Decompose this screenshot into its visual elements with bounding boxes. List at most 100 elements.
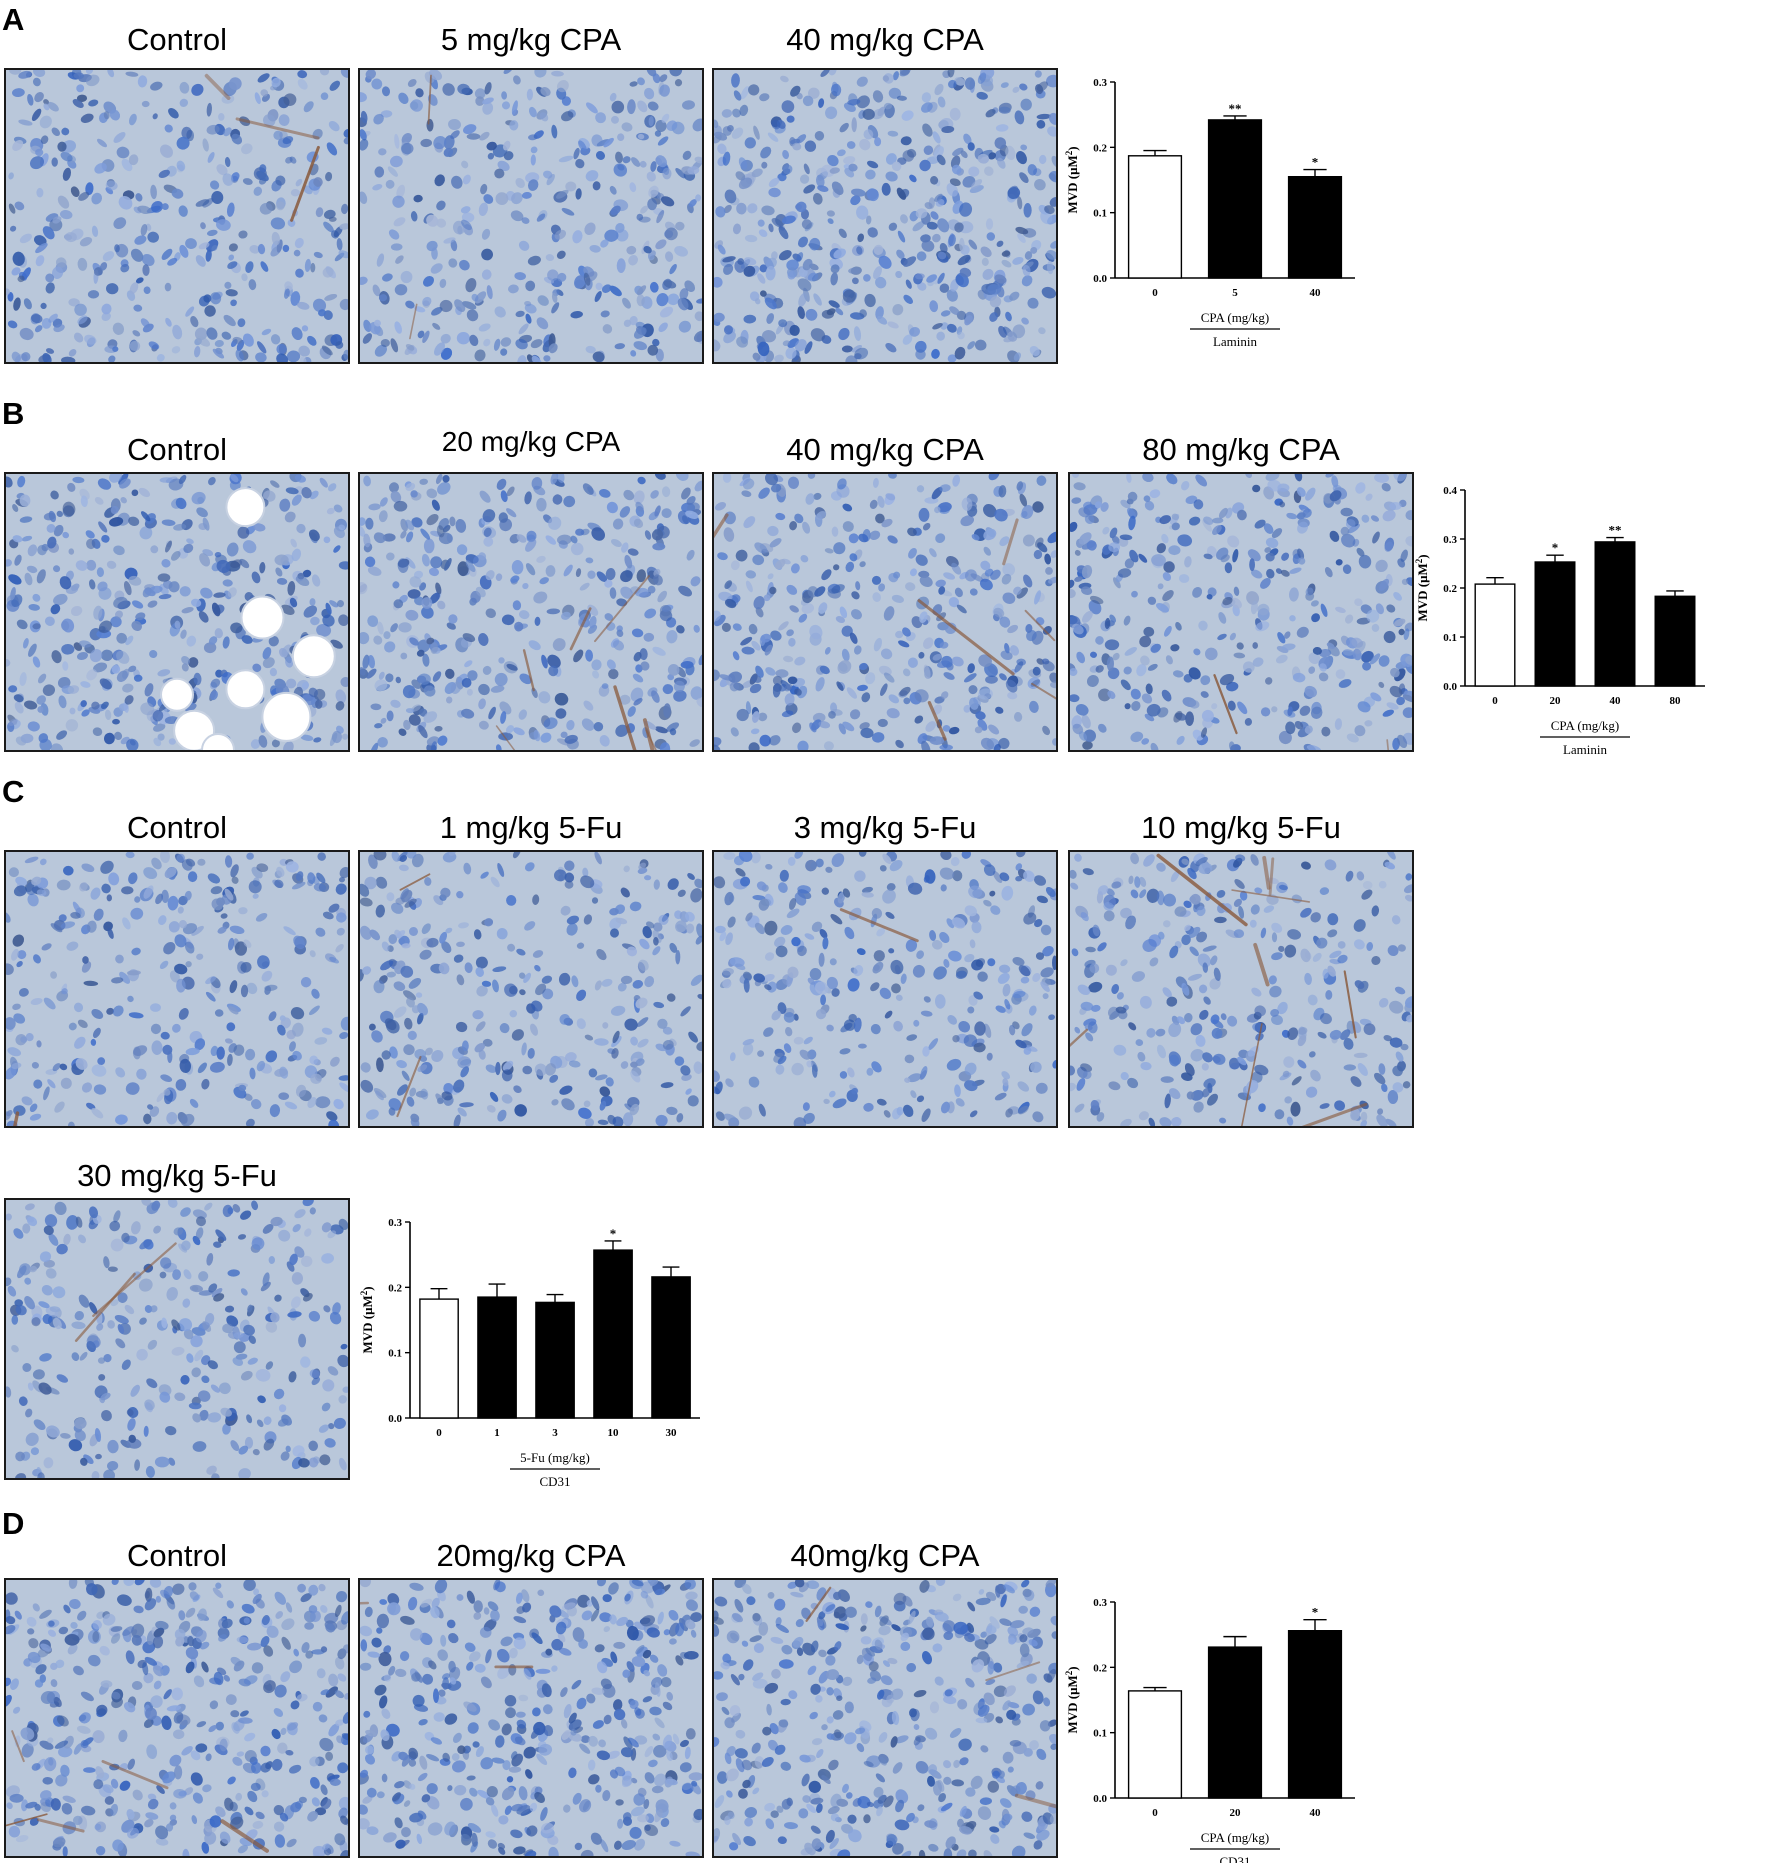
panel-letter-d: D xyxy=(2,1506,25,1541)
image-title-a-40-cpa: 40 mg/kg CPA xyxy=(786,22,984,57)
micrograph-b-80-cpa xyxy=(1068,472,1414,752)
marker-label: Laminin xyxy=(1213,334,1258,349)
micrograph-c-control xyxy=(4,850,350,1128)
micrograph-c-3-5fu xyxy=(712,850,1058,1128)
tissue-texture xyxy=(714,852,1056,1126)
image-title-b-40-cpa: 40 mg/kg CPA xyxy=(786,432,984,467)
bar-0 xyxy=(1127,1690,1183,1799)
y-axis-label: MVD (μM2) xyxy=(359,1286,375,1353)
micrograph-d-40-cpa xyxy=(712,1578,1058,1858)
image-title-c-30-5fu: 30 mg/kg 5-Fu xyxy=(77,1158,277,1193)
y-tick-label: 0.3 xyxy=(1093,77,1107,89)
x-axis-label: 5-Fu (mg/kg) xyxy=(520,1450,590,1465)
y-tick-label: 0.3 xyxy=(388,1217,402,1229)
image-title-a-control: Control xyxy=(127,22,227,57)
image-title-a-5-cpa: 5 mg/kg CPA xyxy=(440,22,622,57)
y-axis-label: MVD (μM2) xyxy=(1414,554,1430,621)
y-tick-label: 0.1 xyxy=(388,1348,402,1360)
bar-20 xyxy=(1534,561,1576,687)
image-title-c-1-5fu: 1 mg/kg 5-Fu xyxy=(439,810,623,845)
y-tick-label: 0.0 xyxy=(1093,1793,1107,1805)
image-title-c-10-5fu: 10 mg/kg 5-Fu xyxy=(1141,810,1341,845)
tissue-texture xyxy=(6,474,348,750)
bar-80 xyxy=(1654,595,1696,687)
image-title-d-40-cpa: 40mg/kg CPA xyxy=(790,1538,980,1573)
bar-chart-c: 0.0 0.1 0.2 0.3 MVD (μM2) 0 1 3 * 10 30 5-Fu (mg/kg… xyxy=(359,1217,700,1489)
tissue-texture xyxy=(360,852,702,1126)
y-tick-label: 0.3 xyxy=(1093,1597,1107,1609)
x-axis-label: CPA (mg/kg) xyxy=(1551,718,1620,733)
bar-0 xyxy=(419,1298,459,1419)
image-title-b-control: Control xyxy=(127,432,227,467)
x-tick-label: 5 xyxy=(1232,287,1238,299)
bar-40 xyxy=(1594,541,1636,687)
tissue-texture xyxy=(360,474,702,750)
image-title-c-3-5fu: 3 mg/kg 5-Fu xyxy=(793,810,977,845)
y-tick-label: 0.2 xyxy=(1093,1662,1107,1674)
micrograph-c-30-5fu xyxy=(4,1198,350,1480)
y-axis-label: MVD (μM2) xyxy=(1064,1666,1080,1733)
significance-marker: * xyxy=(1312,1605,1319,1620)
y-tick-label: 0.2 xyxy=(1093,142,1107,154)
image-title-b-80-cpa: 80 mg/kg CPA xyxy=(1142,432,1340,467)
bar-30 xyxy=(651,1276,691,1419)
panel-letter-c: C xyxy=(2,774,25,809)
y-tick-label: 0.2 xyxy=(388,1282,402,1294)
x-tick-label: 3 xyxy=(552,1427,558,1439)
image-title-d-20-cpa: 20mg/kg CPA xyxy=(436,1538,626,1573)
bar-3 xyxy=(535,1301,575,1419)
marker-label: CD31 xyxy=(1219,1854,1250,1863)
tissue-texture xyxy=(1070,852,1412,1126)
micrograph-c-1-5fu xyxy=(358,850,704,1128)
image-title-d-control: Control xyxy=(127,1538,227,1573)
significance-marker: * xyxy=(1552,540,1559,555)
tissue-texture xyxy=(6,70,348,362)
x-tick-label: 0 xyxy=(1492,695,1498,707)
bar-10 xyxy=(593,1249,633,1419)
tissue-texture xyxy=(714,70,1056,362)
micrograph-a-5-cpa xyxy=(358,68,704,364)
significance-marker: ** xyxy=(1229,101,1242,116)
significance-marker: * xyxy=(610,1226,617,1241)
tissue-texture xyxy=(360,70,702,362)
bar-5 xyxy=(1207,119,1263,279)
y-tick-label: 0.4 xyxy=(1443,485,1457,497)
micrograph-b-20-cpa xyxy=(358,472,704,752)
micrograph-c-10-5fu xyxy=(1068,850,1414,1128)
image-title-b-20-cpa: 20 mg/kg CPA xyxy=(441,426,621,457)
micrograph-a-40-cpa xyxy=(712,68,1058,364)
y-tick-label: 0.0 xyxy=(1093,273,1107,285)
x-axis-label: CPA (mg/kg) xyxy=(1201,1830,1270,1845)
bar-chart-b: 0.0 0.1 0.2 0.3 0.4 MVD (μM2) 0 * 20 ** 40 80 CPA (m… xyxy=(1414,485,1705,757)
x-tick-label: 20 xyxy=(1230,1807,1242,1819)
y-tick-label: 0.0 xyxy=(1443,681,1457,693)
marker-label: Laminin xyxy=(1563,742,1608,757)
y-tick-label: 0.1 xyxy=(1443,632,1457,644)
bar-chart-a: 0.0 0.1 0.2 0.3 MVD (μM2) 0 ** 5 * 40 CPA (mg/kg) L… xyxy=(1064,77,1355,349)
tissue-texture xyxy=(714,474,1056,750)
micrograph-a-control xyxy=(4,68,350,364)
x-tick-label: 20 xyxy=(1550,695,1562,707)
bar-chart-d: 0.0 0.1 0.2 0.3 MVD (μM2) 0 20 * 40 CPA (mg/kg) CD… xyxy=(1064,1597,1355,1863)
tissue-texture xyxy=(714,1580,1056,1856)
y-tick-label: 0.1 xyxy=(1093,1728,1107,1740)
tissue-texture xyxy=(6,1580,348,1856)
x-tick-label: 0 xyxy=(1152,1807,1158,1819)
tissue-texture xyxy=(360,1580,702,1856)
x-tick-label: 30 xyxy=(666,1427,678,1439)
bar-0 xyxy=(1127,155,1183,279)
significance-marker: ** xyxy=(1609,523,1622,538)
y-tick-label: 0.2 xyxy=(1443,583,1457,595)
image-title-c-control: Control xyxy=(127,810,227,845)
y-tick-label: 0.3 xyxy=(1443,534,1457,546)
bar-0 xyxy=(1474,583,1516,687)
bar-20 xyxy=(1207,1646,1263,1799)
y-tick-label: 0.0 xyxy=(388,1413,402,1425)
tissue-texture xyxy=(6,1200,348,1478)
bar-40 xyxy=(1287,1630,1343,1799)
x-tick-label: 0 xyxy=(1152,287,1158,299)
x-tick-label: 40 xyxy=(1610,695,1622,707)
x-axis-label: CPA (mg/kg) xyxy=(1201,310,1270,325)
micrograph-d-control xyxy=(4,1578,350,1858)
